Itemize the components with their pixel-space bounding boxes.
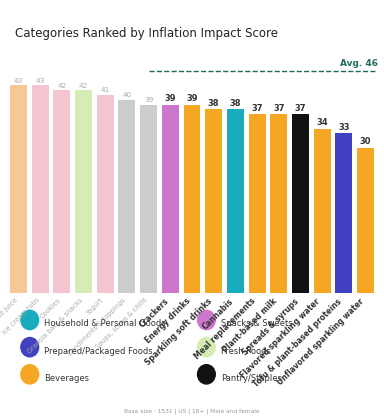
Text: 34: 34 <box>316 118 328 127</box>
Text: Ice cream tubs: Ice cream tubs <box>1 297 40 336</box>
Text: Avg. 46: Avg. 46 <box>341 59 379 68</box>
Text: 37: 37 <box>273 104 285 113</box>
Circle shape <box>21 310 39 330</box>
Text: Energy drinks: Energy drinks <box>143 297 192 346</box>
Text: Unflavored sparkling water: Unflavored sparkling water <box>275 297 366 387</box>
Bar <box>119 99 136 293</box>
Text: 43: 43 <box>36 78 45 84</box>
Bar <box>97 95 114 293</box>
Text: Condiments & toppings: Condiments & toppings <box>67 297 127 357</box>
Text: 33: 33 <box>338 123 349 132</box>
Bar <box>248 114 265 293</box>
Bar <box>227 110 244 293</box>
Bar <box>184 104 200 293</box>
Bar <box>162 104 179 293</box>
Text: Pantry/Staples: Pantry/Staples <box>221 374 282 383</box>
Text: Sparkling soft drinks: Sparkling soft drinks <box>143 297 214 367</box>
Text: Tofu & plant-based proteins: Tofu & plant-based proteins <box>252 297 344 389</box>
Text: Beverages: Beverages <box>44 374 89 383</box>
Bar <box>32 85 49 293</box>
Text: Soups, stews & chilis: Soups, stews & chilis <box>95 297 149 350</box>
Text: 39: 39 <box>165 94 176 103</box>
Text: Fresh Foods: Fresh Foods <box>221 347 271 356</box>
Text: Crackers: Crackers <box>137 297 170 330</box>
Text: Fruit juice: Fruit juice <box>0 297 18 324</box>
Text: Prepared/Packaged Foods: Prepared/Packaged Foods <box>44 347 153 356</box>
Text: 38: 38 <box>208 99 219 108</box>
Bar <box>335 133 352 293</box>
Text: 39: 39 <box>144 97 153 103</box>
Text: Granola bars & snacks: Granola bars & snacks <box>26 297 84 354</box>
Text: Spreads & syrups: Spreads & syrups <box>240 297 300 357</box>
Circle shape <box>197 310 215 330</box>
Text: 41: 41 <box>101 87 110 93</box>
Text: Yogurt: Yogurt <box>86 297 105 316</box>
Circle shape <box>21 364 39 384</box>
Circle shape <box>197 337 215 357</box>
Text: Cookies: Cookies <box>39 297 62 320</box>
Text: 43: 43 <box>14 78 23 84</box>
Bar <box>140 104 157 293</box>
Text: Plant-based milk: Plant-based milk <box>221 297 279 354</box>
Bar <box>53 90 70 293</box>
Text: 37: 37 <box>251 104 263 113</box>
Bar <box>314 129 331 293</box>
Text: Snacks & Sweets: Snacks & Sweets <box>221 319 293 329</box>
Text: Flavored sparkling water: Flavored sparkling water <box>239 297 322 380</box>
Text: 37: 37 <box>295 104 306 113</box>
Text: Meal replacements: Meal replacements <box>192 297 257 362</box>
Text: Household & Personal Goods: Household & Personal Goods <box>44 319 166 329</box>
Text: 38: 38 <box>230 99 241 108</box>
Bar <box>205 110 222 293</box>
Text: 42: 42 <box>57 83 66 89</box>
Circle shape <box>21 337 39 357</box>
Text: 39: 39 <box>186 94 198 103</box>
Text: Cannabis: Cannabis <box>201 297 235 331</box>
Text: 40: 40 <box>122 92 132 98</box>
Bar <box>10 85 27 293</box>
Bar <box>292 114 309 293</box>
Bar <box>75 90 92 293</box>
Bar <box>357 148 374 293</box>
Text: 30: 30 <box>360 138 371 146</box>
Text: Categories Ranked by Inflation Impact Score: Categories Ranked by Inflation Impact Sc… <box>15 27 278 40</box>
Bar <box>270 114 287 293</box>
Text: Base size : 1531 | US | 18+ | Male and female: Base size : 1531 | US | 18+ | Male and f… <box>124 408 260 414</box>
Text: 42: 42 <box>79 83 88 89</box>
Circle shape <box>197 364 215 384</box>
